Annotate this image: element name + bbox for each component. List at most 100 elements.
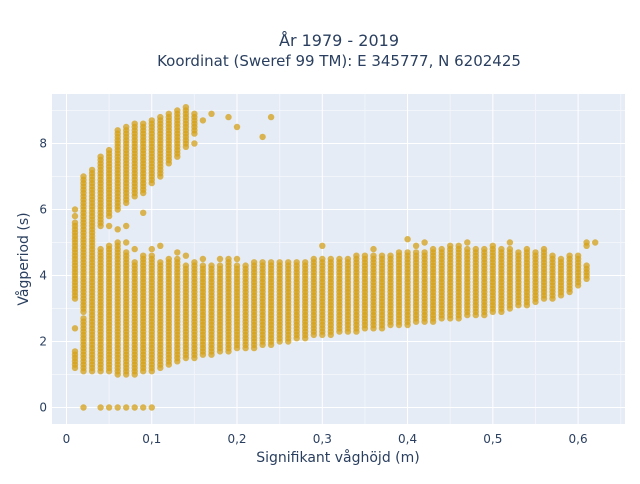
data-point (157, 259, 164, 266)
data-point (97, 404, 104, 411)
x-axis-label: Signifikant våghöjd (m) (256, 449, 419, 466)
data-point (165, 110, 172, 118)
data-point (583, 239, 590, 246)
data-point (148, 404, 155, 411)
x-tick-label: 0,6 (569, 432, 588, 446)
data-point (336, 255, 343, 263)
data-point (370, 252, 377, 259)
data-point (506, 239, 514, 246)
data-point (225, 113, 232, 121)
data-point (532, 249, 539, 256)
data-point (148, 252, 155, 259)
data-point (370, 245, 377, 253)
data-point (233, 262, 241, 269)
data-point (80, 404, 87, 411)
data-point (123, 239, 130, 246)
data-point (242, 262, 249, 269)
y-tick-label: 8 (39, 137, 47, 151)
data-point (225, 255, 232, 263)
data-point (361, 252, 369, 259)
data-point (140, 252, 147, 259)
data-point (71, 219, 79, 226)
y-axis-ticks: 0 2 4 6 8 (39, 137, 47, 415)
data-point (191, 140, 198, 147)
data-point (310, 255, 317, 263)
data-point (199, 117, 207, 124)
data-point (191, 110, 198, 118)
data-point (114, 404, 121, 411)
data-point (80, 315, 87, 322)
data-point (131, 404, 138, 411)
data-point (464, 239, 471, 246)
data-point (123, 222, 130, 230)
data-point (191, 259, 198, 266)
data-point (131, 259, 138, 266)
data-point (199, 255, 207, 263)
data-point (123, 249, 130, 256)
data-point (182, 262, 190, 269)
data-point (208, 262, 215, 269)
data-point (412, 249, 420, 256)
data-point (285, 259, 292, 266)
data-point (421, 239, 428, 246)
data-point (105, 404, 113, 411)
chart-title-line-1: År 1979 - 2019 (279, 31, 399, 50)
data-point (250, 259, 258, 266)
x-tick-label: 0,2 (227, 432, 246, 446)
data-point (97, 245, 104, 253)
data-point (97, 153, 104, 160)
data-point (557, 255, 565, 263)
data-point (515, 249, 522, 256)
data-point (276, 259, 283, 266)
data-point (549, 252, 556, 259)
data-point (404, 249, 411, 256)
data-point (421, 249, 428, 256)
data-point (140, 120, 147, 127)
data-point (319, 242, 326, 249)
data-point (498, 245, 505, 253)
data-point (455, 242, 462, 249)
data-point (71, 212, 79, 220)
data-point (105, 222, 113, 230)
data-point (105, 146, 113, 154)
y-tick-label: 0 (39, 401, 47, 415)
data-point (174, 249, 181, 256)
data-point (80, 173, 87, 180)
data-point (327, 255, 334, 263)
data-point (131, 120, 138, 127)
data-point (157, 113, 164, 121)
data-point (574, 252, 582, 259)
data-point (233, 123, 241, 131)
x-tick-label: 0,1 (142, 432, 161, 446)
data-point (506, 245, 514, 253)
data-point (489, 242, 496, 249)
data-point (165, 255, 172, 263)
data-point (429, 245, 437, 253)
data-point (302, 259, 309, 266)
data-point (404, 236, 411, 243)
data-point (174, 107, 181, 114)
data-point (174, 255, 181, 263)
y-tick-label: 2 (39, 335, 47, 349)
data-point (592, 239, 599, 246)
data-point (105, 242, 113, 249)
x-tick-label: 0,3 (313, 432, 332, 446)
data-point (583, 262, 590, 269)
data-point (267, 259, 275, 266)
data-point (438, 245, 445, 253)
data-point (131, 245, 138, 253)
data-point (447, 242, 454, 249)
y-tick-label: 4 (39, 269, 47, 283)
data-point (216, 255, 224, 263)
data-point (481, 245, 488, 253)
y-axis-label: Vågperiod (s) (15, 212, 32, 305)
data-point (259, 133, 266, 141)
data-point (157, 242, 164, 249)
data-point (148, 117, 155, 124)
data-point (71, 325, 79, 332)
data-point (182, 252, 190, 259)
data-point (233, 255, 241, 263)
x-axis-ticks: 0 0,1 0,2 0,3 0,4 0,5 0,6 (63, 432, 588, 446)
data-point (123, 404, 130, 411)
